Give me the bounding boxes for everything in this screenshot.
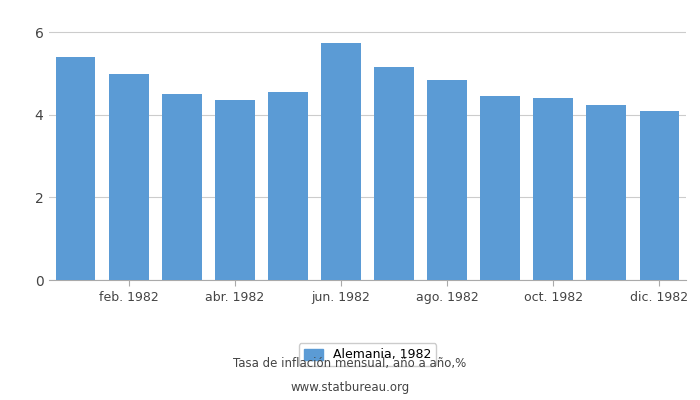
Legend: Alemania, 1982: Alemania, 1982 [299,344,436,366]
Bar [374,68,414,280]
Bar [321,43,361,280]
Bar [215,100,255,280]
Bar [427,80,467,280]
Bar [640,111,680,280]
Bar [587,105,626,280]
Text: www.statbureau.org: www.statbureau.org [290,382,410,394]
Bar [162,94,202,280]
Bar [533,98,573,280]
Bar [55,57,95,280]
Bar [480,96,520,280]
Bar [108,74,148,280]
Text: Tasa de inflación mensual, año a año,%: Tasa de inflación mensual, año a año,% [233,358,467,370]
Bar [268,92,308,280]
